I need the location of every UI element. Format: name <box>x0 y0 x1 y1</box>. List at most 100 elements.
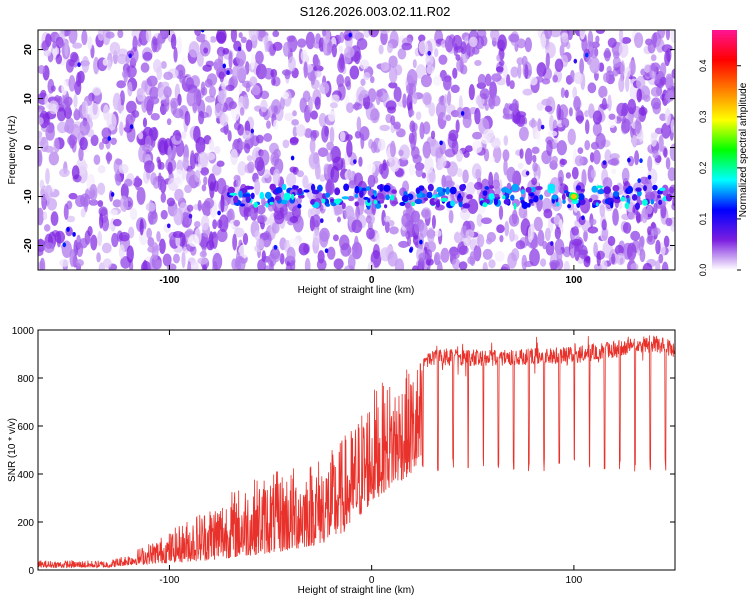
spectrogram-cell <box>339 31 345 44</box>
spectrogram-band-cell <box>303 189 310 193</box>
spectrogram-cell <box>117 30 124 39</box>
spectrogram-cell <box>592 110 603 125</box>
spectrogram-cell <box>602 160 607 166</box>
spectrogram-cell <box>107 136 112 141</box>
spectrogram-band-cell <box>373 200 378 204</box>
spectrogram-cell <box>654 127 663 135</box>
x-tick-label: 100 <box>566 575 583 586</box>
spectrogram-cell <box>398 149 404 157</box>
spectrogram-band-cell <box>525 186 532 193</box>
spectrogram-cell <box>659 62 667 78</box>
spectrogram-cell <box>444 35 454 53</box>
spectrogram-cell <box>97 182 106 196</box>
spectrogram-cell <box>333 258 344 270</box>
spectrogram-cell <box>264 34 269 53</box>
spectrogram-cell <box>497 34 507 52</box>
spectrogram-cell <box>43 224 51 232</box>
spectrogram-cell <box>226 70 230 75</box>
spectrogram-cell <box>667 167 675 182</box>
spectrogram-cell <box>399 144 410 161</box>
spectrogram-cell <box>368 30 380 38</box>
spectrogram-band-cell <box>426 191 433 199</box>
spectrogram-cell <box>289 238 300 247</box>
spectrogram-cell <box>147 209 158 225</box>
spectrogram-cell <box>584 140 591 151</box>
spectrogram-cell <box>456 149 463 163</box>
y-tick-label: 20 <box>23 44 34 56</box>
spectrogram-cell <box>106 112 117 131</box>
spectrogram-cell <box>428 102 436 117</box>
spectrogram-peak <box>570 194 577 200</box>
spectrogram-cell <box>634 150 640 166</box>
spectrogram-cell <box>538 62 545 74</box>
spectrogram-cell <box>172 108 184 119</box>
spectrogram-cell <box>167 161 173 175</box>
spectrogram-band-cell <box>595 202 599 207</box>
spectrogram-cell <box>349 65 360 80</box>
spectrogram-cell <box>116 80 127 89</box>
spectrogram-cell <box>422 121 431 135</box>
spectrogram-band-cell <box>539 194 544 201</box>
spectrogram-cell <box>64 124 70 133</box>
spectrogram-cell <box>474 60 482 67</box>
spectrogram-y-ticks: 20 10 0 -10 -20 <box>23 44 675 253</box>
spectrogram-band-cell <box>379 183 384 192</box>
spectrogram-cell <box>543 208 553 219</box>
spectrogram-cell <box>408 83 414 101</box>
spectrogram-cell <box>649 190 660 202</box>
spectrogram-cell <box>42 211 48 221</box>
spectrogram-cell <box>310 70 316 86</box>
spectrogram-band-cell <box>510 194 515 201</box>
spectrogram-cell <box>321 125 329 143</box>
spectrogram-band-cell <box>321 197 326 204</box>
spectrogram-cell <box>537 118 542 132</box>
y-tick-label: -10 <box>23 189 34 204</box>
spectrogram-cell <box>270 68 278 78</box>
spectrogram-cell <box>369 76 375 84</box>
spectrogram-cell <box>506 74 511 87</box>
spectrogram-band-cell <box>612 191 620 197</box>
spectrogram-cell <box>406 68 418 87</box>
spectrogram-cell <box>330 165 340 183</box>
spectrogram-cell <box>235 49 247 66</box>
spectrogram-cell <box>101 242 112 254</box>
spectrogram-cell <box>272 30 280 38</box>
x-tick-label: 0 <box>369 275 375 286</box>
spectrogram-cell <box>186 169 197 186</box>
spectrogram-cell <box>336 216 341 223</box>
spectrogram-cell <box>242 232 249 246</box>
spectrogram-cell <box>302 90 311 103</box>
spectrogram-cell <box>329 102 338 109</box>
spectrogram-band-cell <box>442 188 447 193</box>
spectrogram-cell <box>112 92 122 111</box>
spectrogram-cell <box>245 82 251 93</box>
spectrogram-cell <box>363 72 371 80</box>
spectrogram-cell <box>665 30 671 41</box>
spectrogram-cell <box>72 42 83 49</box>
spectrogram-cell <box>393 86 402 103</box>
spectrogram-band-cell <box>411 201 416 207</box>
spectrogram-cell <box>625 66 631 79</box>
spectrogram-cell <box>109 209 118 216</box>
spectrogram-cell <box>270 249 281 263</box>
spectrogram-cell <box>160 60 167 69</box>
spectrogram-cell <box>551 155 558 164</box>
spectrogram-cell <box>150 112 160 121</box>
spectrogram-cell <box>621 167 630 184</box>
spectrogram-cell <box>225 84 235 92</box>
spectrogram-cell <box>639 158 643 164</box>
spectrogram-x-ticks: -100 0 100 <box>159 30 583 286</box>
spectrogram-band-cell <box>404 202 411 209</box>
spectrogram-cell <box>139 218 144 236</box>
spectrogram-band-cell <box>385 194 390 201</box>
spectrogram-cell <box>654 73 660 85</box>
spectrogram-band-cell <box>265 203 269 208</box>
spectrogram-cell <box>279 96 285 110</box>
spectrogram-cell <box>519 148 524 159</box>
spectrogram-cell <box>510 66 519 78</box>
spectrogram-band-cell <box>399 201 406 207</box>
spectrogram-cell <box>213 58 224 72</box>
spectrogram-cell <box>427 227 435 244</box>
spectrogram-band-cell <box>269 183 276 191</box>
